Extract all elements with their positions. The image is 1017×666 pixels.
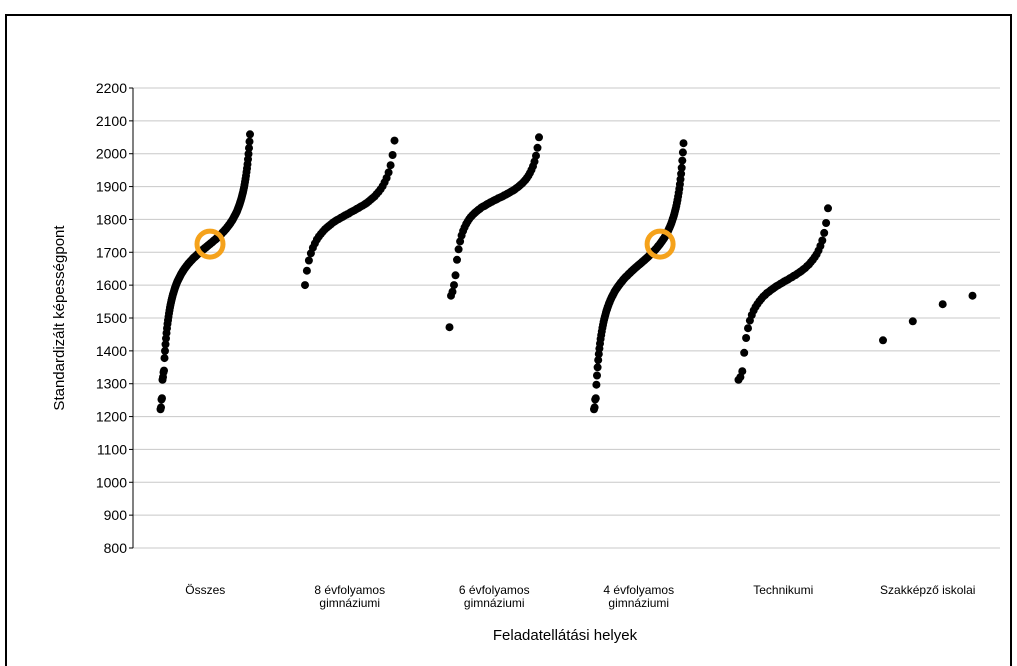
y-tick-label: 800 xyxy=(104,540,128,556)
data-point xyxy=(938,300,947,309)
highlight-ring xyxy=(194,228,226,260)
category-label: Szakképző iskolai xyxy=(880,583,975,597)
y-tick-label: 1800 xyxy=(96,211,127,227)
category-label: Összes xyxy=(185,583,225,597)
data-point xyxy=(157,403,165,412)
category-label: 8 évfolyamos xyxy=(314,583,385,597)
data-point xyxy=(304,256,313,265)
data-point xyxy=(678,156,687,165)
category-label: 4 évfolyamos xyxy=(603,583,674,597)
data-point xyxy=(591,394,600,403)
highlight-markers xyxy=(194,228,676,260)
data-point xyxy=(678,148,687,157)
data-point xyxy=(245,137,254,146)
data-point xyxy=(384,168,393,177)
y-tick-label: 2000 xyxy=(96,146,127,162)
y-tick-label: 1000 xyxy=(96,474,127,490)
data-point xyxy=(246,130,254,139)
gridlines xyxy=(133,87,1000,549)
data-point xyxy=(677,169,686,178)
data-point xyxy=(450,281,458,290)
category-label: 6 évfolyamos xyxy=(459,583,530,597)
data-point xyxy=(448,287,457,296)
category-label: gimnáziumi xyxy=(464,596,525,610)
data-point xyxy=(740,348,749,357)
y-tick-label: 2200 xyxy=(96,80,127,96)
data-point xyxy=(968,291,977,300)
y-tick-label: 2100 xyxy=(96,113,127,129)
y-tick-label: 1300 xyxy=(96,376,127,392)
data-point xyxy=(301,281,309,290)
data-point xyxy=(677,163,686,172)
data-point xyxy=(820,228,829,237)
data-point xyxy=(535,133,543,142)
data-point xyxy=(160,366,168,375)
y-axis-title: Standardizált képességpont xyxy=(51,225,68,411)
y-tick-label: 1700 xyxy=(96,244,127,260)
data-point xyxy=(593,363,602,372)
y-tick-label: 1900 xyxy=(96,179,127,195)
data-point xyxy=(158,394,166,403)
category-label: Technikumi xyxy=(753,583,813,597)
data-point xyxy=(879,336,887,345)
data-points xyxy=(156,130,977,414)
highlight-ring xyxy=(644,228,676,260)
data-point xyxy=(445,323,454,332)
data-point xyxy=(592,380,601,389)
data-point xyxy=(908,317,917,326)
data-point xyxy=(453,255,461,264)
data-point xyxy=(744,324,752,333)
data-point xyxy=(590,403,599,412)
data-point xyxy=(679,139,688,148)
data-point xyxy=(390,136,399,145)
chart-frame xyxy=(5,14,1012,666)
data-point xyxy=(302,266,311,275)
data-point xyxy=(822,219,831,227)
y-tick-label: 1600 xyxy=(96,277,127,293)
data-point xyxy=(533,143,542,152)
y-tick-label: 900 xyxy=(104,507,128,523)
data-point xyxy=(532,151,540,160)
x-axis-title: Feladatellátási helyek xyxy=(493,627,638,644)
data-point xyxy=(594,356,603,365)
y-tick-label: 1200 xyxy=(96,409,127,425)
data-point xyxy=(818,236,827,245)
data-point xyxy=(824,204,832,213)
data-point xyxy=(388,151,397,159)
data-point xyxy=(738,367,747,376)
category-label: gimnáziumi xyxy=(608,596,669,610)
category-label: gimnáziumi xyxy=(319,596,380,610)
data-point xyxy=(593,371,601,380)
data-point xyxy=(244,150,253,158)
data-point xyxy=(742,334,751,342)
data-point xyxy=(161,340,170,349)
y-tick-label: 1100 xyxy=(97,441,127,457)
data-point xyxy=(160,354,169,363)
data-point xyxy=(451,271,460,280)
data-point xyxy=(454,245,463,254)
data-point xyxy=(386,161,395,170)
data-point xyxy=(161,346,169,355)
y-tick-label: 1500 xyxy=(96,310,127,326)
y-axis: 800 900 1000 1100 1200 1300 1400 1500 1600 1700 18… xyxy=(96,80,134,556)
data-point xyxy=(245,144,253,153)
y-tick-label: 1400 xyxy=(96,343,127,359)
